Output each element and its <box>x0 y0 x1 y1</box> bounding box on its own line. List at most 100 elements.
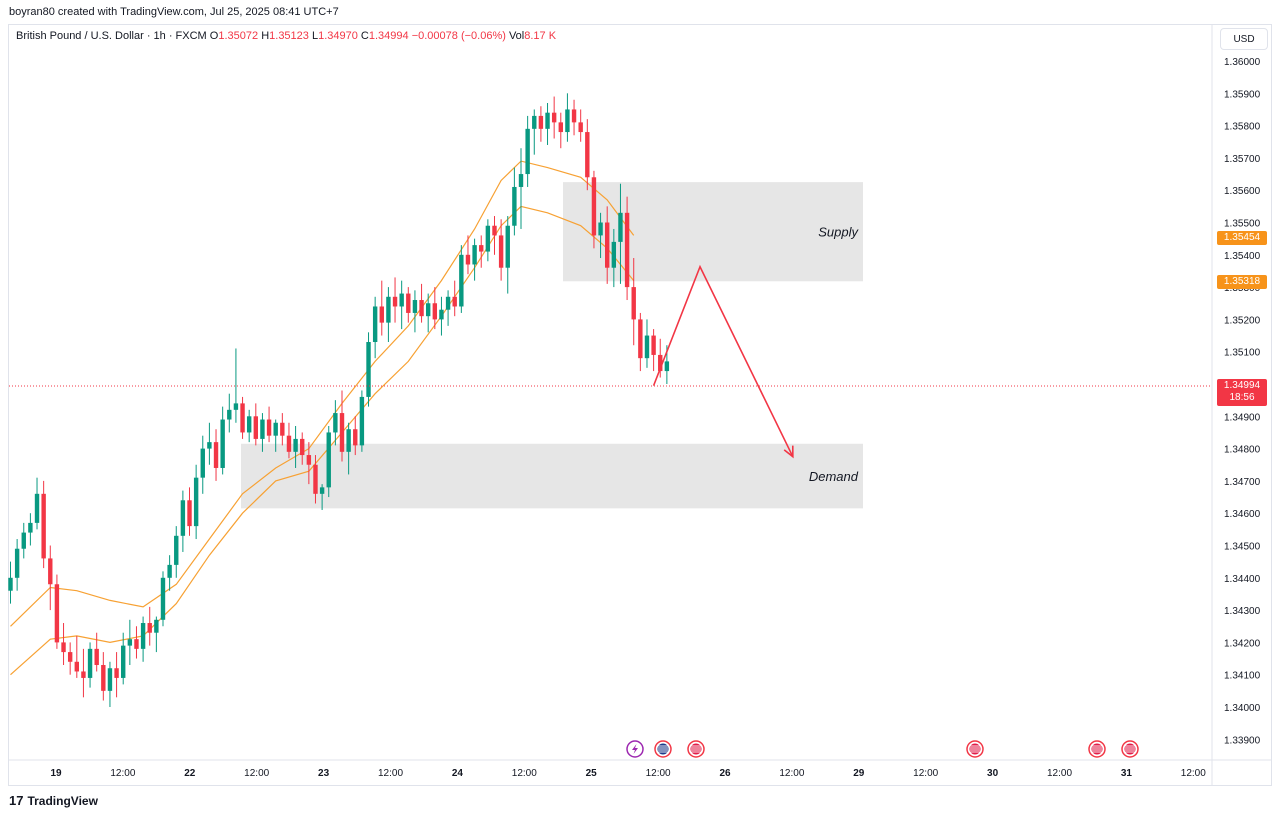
price-tick-label: 1.35700 <box>1224 154 1261 165</box>
candle-body <box>28 522 33 533</box>
us-flag-icon[interactable] <box>966 740 984 758</box>
candle <box>54 574 60 649</box>
candle <box>406 287 411 323</box>
candle <box>246 409 252 443</box>
candle-body <box>472 245 477 265</box>
candle-body <box>538 115 544 129</box>
candle-body <box>432 303 438 320</box>
us-flag-icon[interactable] <box>687 740 705 758</box>
price-tick-label: 1.35200 <box>1224 315 1261 326</box>
candle-body <box>48 558 53 585</box>
candle-body <box>134 639 139 649</box>
candle <box>591 170 597 249</box>
candle-body <box>366 342 371 397</box>
candle-body <box>611 241 617 268</box>
close-label: C <box>360 30 369 42</box>
candle <box>333 400 338 446</box>
candle-body <box>140 623 146 649</box>
candle-body <box>372 306 378 343</box>
symbol-legend[interactable]: British Pound / U.S. Dollar · 1h · FXCM … <box>16 30 556 42</box>
candle <box>114 652 119 698</box>
candle-body <box>605 222 610 268</box>
candle <box>127 619 133 666</box>
candle <box>611 228 617 288</box>
price-tick-label: 1.35100 <box>1224 348 1261 359</box>
price-tick-label: 1.34300 <box>1224 606 1261 617</box>
candle-body <box>339 413 345 452</box>
candle-body <box>121 645 126 678</box>
candle <box>306 442 312 485</box>
tradingview-logo[interactable]: 17 TradingView <box>9 792 98 810</box>
candle <box>651 329 656 372</box>
candle <box>280 413 285 446</box>
candle-body <box>266 419 272 436</box>
candle-body <box>425 303 431 317</box>
candle-body <box>300 438 305 456</box>
price-tick-label: 1.34600 <box>1224 509 1261 520</box>
candle-body <box>644 335 650 359</box>
candle-body <box>41 493 46 559</box>
uk-flag-icon[interactable] <box>654 740 672 758</box>
currency-button[interactable]: USD <box>1220 28 1268 50</box>
candle-layer <box>8 93 670 707</box>
candle <box>459 245 464 313</box>
candle <box>392 277 398 323</box>
flash-icon[interactable] <box>626 740 644 758</box>
candle <box>425 293 431 333</box>
time-tick-label: 23 <box>318 768 330 779</box>
time-tick-label: 30 <box>987 768 999 779</box>
candle <box>200 435 205 494</box>
candle <box>74 635 79 678</box>
candle-body <box>220 419 225 468</box>
candle-body <box>392 296 398 307</box>
price-tick-label: 1.33900 <box>1224 735 1261 746</box>
candle-body <box>67 652 73 662</box>
time-tick-label: 31 <box>1121 768 1133 779</box>
us-flag-icon[interactable] <box>1088 740 1106 758</box>
candle <box>253 403 259 446</box>
candle <box>359 390 365 452</box>
candle-body <box>293 438 298 452</box>
candle-body <box>465 254 471 265</box>
candle-body <box>591 177 597 236</box>
candle <box>21 522 26 559</box>
candle-body <box>87 648 93 678</box>
candle <box>180 490 186 552</box>
candle <box>81 648 86 698</box>
candle <box>538 106 544 142</box>
candle <box>372 296 378 359</box>
tradingview-brand: TradingView <box>27 794 98 808</box>
price-tick-label: 1.35800 <box>1224 122 1261 133</box>
candle-body <box>545 112 550 129</box>
price-tick-label: 1.35500 <box>1224 219 1261 230</box>
candle-body <box>14 548 20 578</box>
candle <box>339 390 345 462</box>
close-value: 1.34994 <box>368 30 409 42</box>
candle <box>260 413 265 452</box>
price-tick-label: 1.34800 <box>1224 445 1261 456</box>
time-tick-label: 12:00 <box>913 768 938 779</box>
candle-body <box>21 532 26 549</box>
price-tick-label: 1.34900 <box>1224 412 1261 423</box>
change-value: −0.00078 (−0.06%) <box>411 30 506 42</box>
candle-body <box>74 661 79 672</box>
candle-body <box>94 648 99 666</box>
low-label: L <box>311 30 319 42</box>
candle-body <box>485 225 491 252</box>
us-flag-icon[interactable] <box>1121 740 1139 758</box>
candle-body <box>512 186 517 226</box>
candle <box>233 348 239 423</box>
open-value: 1.35072 <box>218 30 259 42</box>
candle-body <box>187 500 192 527</box>
time-tick-label: 12:00 <box>1181 768 1206 779</box>
candle <box>419 283 424 323</box>
candle <box>326 425 331 498</box>
candle-body <box>174 535 179 565</box>
candle-body <box>160 577 166 620</box>
chart-frame[interactable] <box>8 24 1272 786</box>
candle <box>386 287 391 343</box>
candle <box>658 338 663 378</box>
time-tick-label: 12:00 <box>646 768 671 779</box>
candle-body <box>333 413 338 433</box>
